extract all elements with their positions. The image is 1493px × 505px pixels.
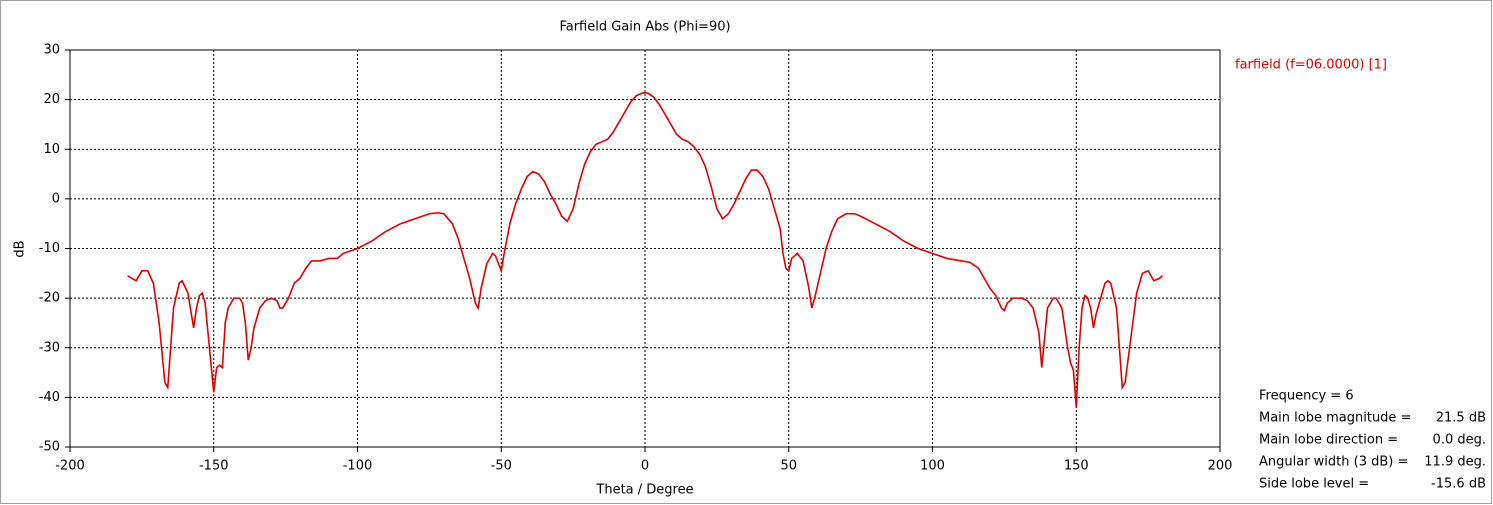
x-tick-label: 150 [1064,459,1089,474]
y-axis-label: dB [13,240,28,257]
series-line [127,91,1164,408]
chart-title: Farfield Gain Abs (Phi=90) [559,20,730,35]
x-tick-label: 100 [920,459,945,474]
annotation-value: 21.5 dB [1436,411,1486,426]
legend-label: farfield (f=06.0000) [1] [1235,58,1387,73]
x-axis-label: Theta / Degree [595,483,693,498]
x-tick-label: 0 [641,459,649,474]
x-tick-label: -150 [199,459,229,474]
y-tick-label: -50 [39,440,60,455]
y-tick-label: -40 [39,390,60,405]
annotation-label: Angular width (3 dB) = [1259,455,1408,470]
x-tick-label: 50 [780,459,797,474]
annotation-label: Side lobe level = [1259,477,1369,492]
y-tick-label: -20 [39,291,60,306]
annotation-label: Main lobe magnitude = [1259,411,1411,426]
annotation-label: Main lobe direction = [1259,433,1398,448]
x-tick-label: -200 [55,459,85,474]
y-tick-label: -30 [39,340,60,355]
x-tick-label: 200 [1208,459,1233,474]
y-tick-label: 20 [43,92,60,107]
x-tick-label: -100 [343,459,373,474]
plot-frame [69,49,1221,448]
y-tick-label: 0 [52,191,60,206]
annotation-value: 11.9 deg. [1424,455,1486,470]
x-tick-label: -50 [491,459,512,474]
annotation-value: 0.0 deg. [1433,433,1486,448]
y-tick-label: 10 [43,142,60,157]
y-tick-label: 30 [43,43,60,58]
annotation-value: -15.6 dB [1431,477,1486,492]
annotation-label: Frequency = 6 [1259,389,1354,404]
y-tick-label: -10 [39,241,60,256]
